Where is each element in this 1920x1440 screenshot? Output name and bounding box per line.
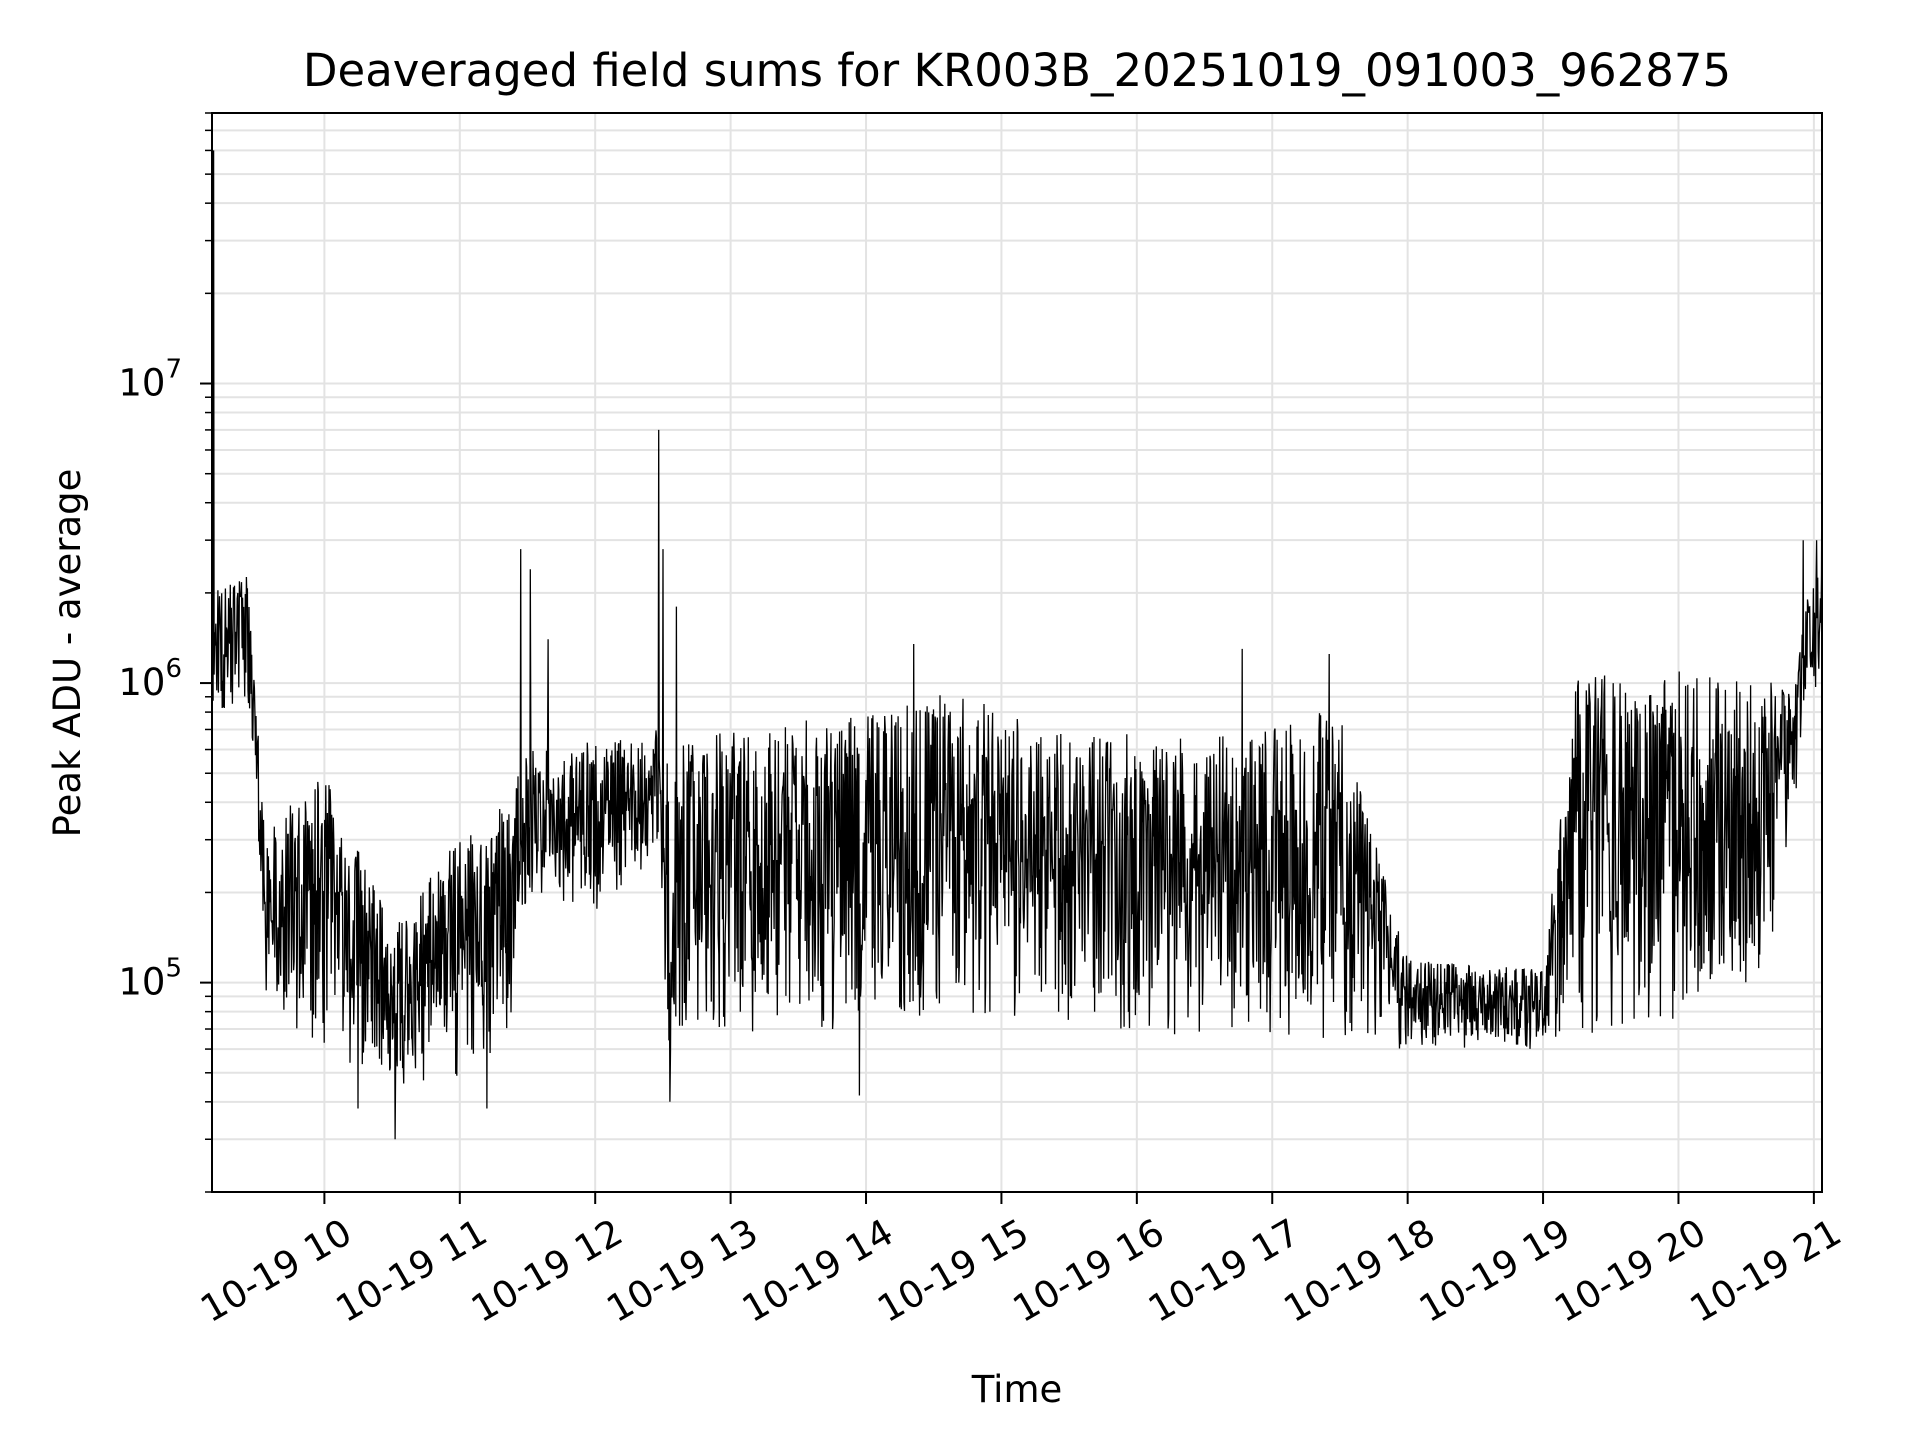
- plot-frame: [211, 112, 1823, 1193]
- x-axis-label: Time: [971, 1368, 1063, 1411]
- y-tick-label: 106: [118, 654, 182, 704]
- data-series: [211, 150, 1823, 1140]
- series-line: [211, 150, 1823, 1140]
- y-tick-label: 105: [118, 954, 182, 1004]
- chart-title: Deaveraged field sums for KR003B_2025101…: [303, 44, 1731, 97]
- y-tick-label: 107: [118, 355, 182, 405]
- y-axis-label: Peak ADU - average: [46, 469, 89, 838]
